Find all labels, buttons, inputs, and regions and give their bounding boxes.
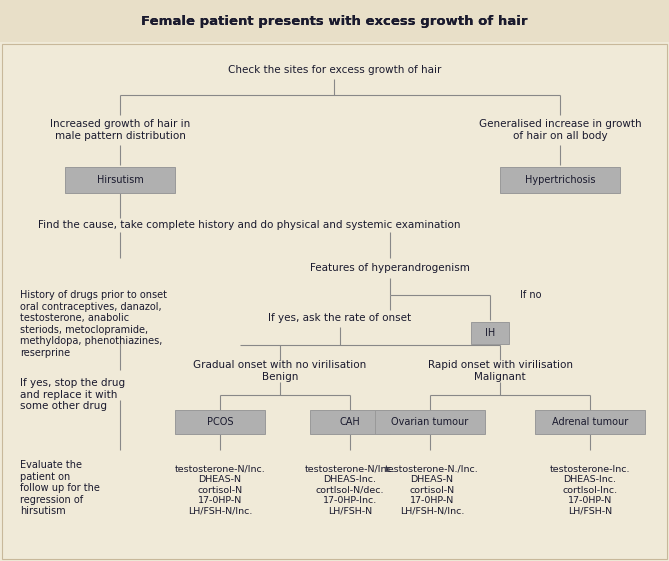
Text: History of drugs prior to onset
oral contraceptives, danazol,
testosterone, anab: History of drugs prior to onset oral con… bbox=[20, 290, 167, 358]
Text: Female patient presents with excess growth of hair: Female patient presents with excess grow… bbox=[141, 15, 528, 27]
Text: Hirsutism: Hirsutism bbox=[96, 175, 143, 185]
Text: testosterone-N/Inc.
DHEAS-Inc.
cortlsol-N/dec.
17-0HP-Inc.
LH/FSH-N: testosterone-N/Inc. DHEAS-Inc. cortlsol-… bbox=[304, 465, 395, 516]
Text: testosterone-Inc.
DHEAS-Inc.
cortlsol-Inc.
17-0HP-N
LH/FSH-N: testosterone-Inc. DHEAS-Inc. cortlsol-In… bbox=[550, 465, 630, 516]
Text: Rapid onset with virilisation
Malignant: Rapid onset with virilisation Malignant bbox=[427, 360, 573, 382]
Text: If yes, stop the drug
and replace it with
some other drug: If yes, stop the drug and replace it wit… bbox=[20, 378, 125, 411]
FancyBboxPatch shape bbox=[310, 410, 390, 434]
Text: Hypertrichosis: Hypertrichosis bbox=[524, 175, 595, 185]
Text: Features of hyperandrogenism: Features of hyperandrogenism bbox=[310, 263, 470, 273]
Text: Check the sites for excess growth of hair: Check the sites for excess growth of hai… bbox=[228, 65, 441, 75]
FancyBboxPatch shape bbox=[65, 167, 175, 193]
Text: IH: IH bbox=[485, 328, 495, 338]
Text: If yes, ask the rate of onset: If yes, ask the rate of onset bbox=[268, 313, 411, 323]
Text: testosterone-N/Inc.
DHEAS-N
cortisol-N
17-0HP-N
LH/FSH-N/Inc.: testosterone-N/Inc. DHEAS-N cortisol-N 1… bbox=[175, 465, 266, 516]
Text: Evaluate the
patient on
follow up for the
regression of
hirsutism: Evaluate the patient on follow up for th… bbox=[20, 460, 100, 516]
FancyBboxPatch shape bbox=[471, 322, 509, 344]
Text: PCOS: PCOS bbox=[207, 417, 233, 427]
Text: Gradual onset with no virilisation
Benign: Gradual onset with no virilisation Benig… bbox=[193, 360, 367, 382]
Text: Female patient presents with excess growth of hair: Female patient presents with excess grow… bbox=[141, 15, 528, 27]
FancyBboxPatch shape bbox=[0, 0, 669, 42]
FancyBboxPatch shape bbox=[500, 167, 620, 193]
Text: Find the cause, take complete history and do physical and systemic examination: Find the cause, take complete history an… bbox=[38, 220, 460, 230]
Text: Generalised increase in growth
of hair on all body: Generalised increase in growth of hair o… bbox=[479, 119, 642, 141]
Text: testosterone-N./Inc.
DHEAS-N
cortisol-N
17-0HP-N
LH/FSH-N/Inc.: testosterone-N./Inc. DHEAS-N cortisol-N … bbox=[385, 465, 479, 516]
FancyBboxPatch shape bbox=[535, 410, 645, 434]
Text: Adrenal tumour: Adrenal tumour bbox=[552, 417, 628, 427]
FancyBboxPatch shape bbox=[375, 410, 485, 434]
Text: Increased growth of hair in
male pattern distribution: Increased growth of hair in male pattern… bbox=[50, 119, 190, 141]
Text: If no: If no bbox=[520, 290, 541, 300]
FancyBboxPatch shape bbox=[175, 410, 265, 434]
Text: Ovarian tumour: Ovarian tumour bbox=[391, 417, 468, 427]
Text: CAH: CAH bbox=[340, 417, 361, 427]
